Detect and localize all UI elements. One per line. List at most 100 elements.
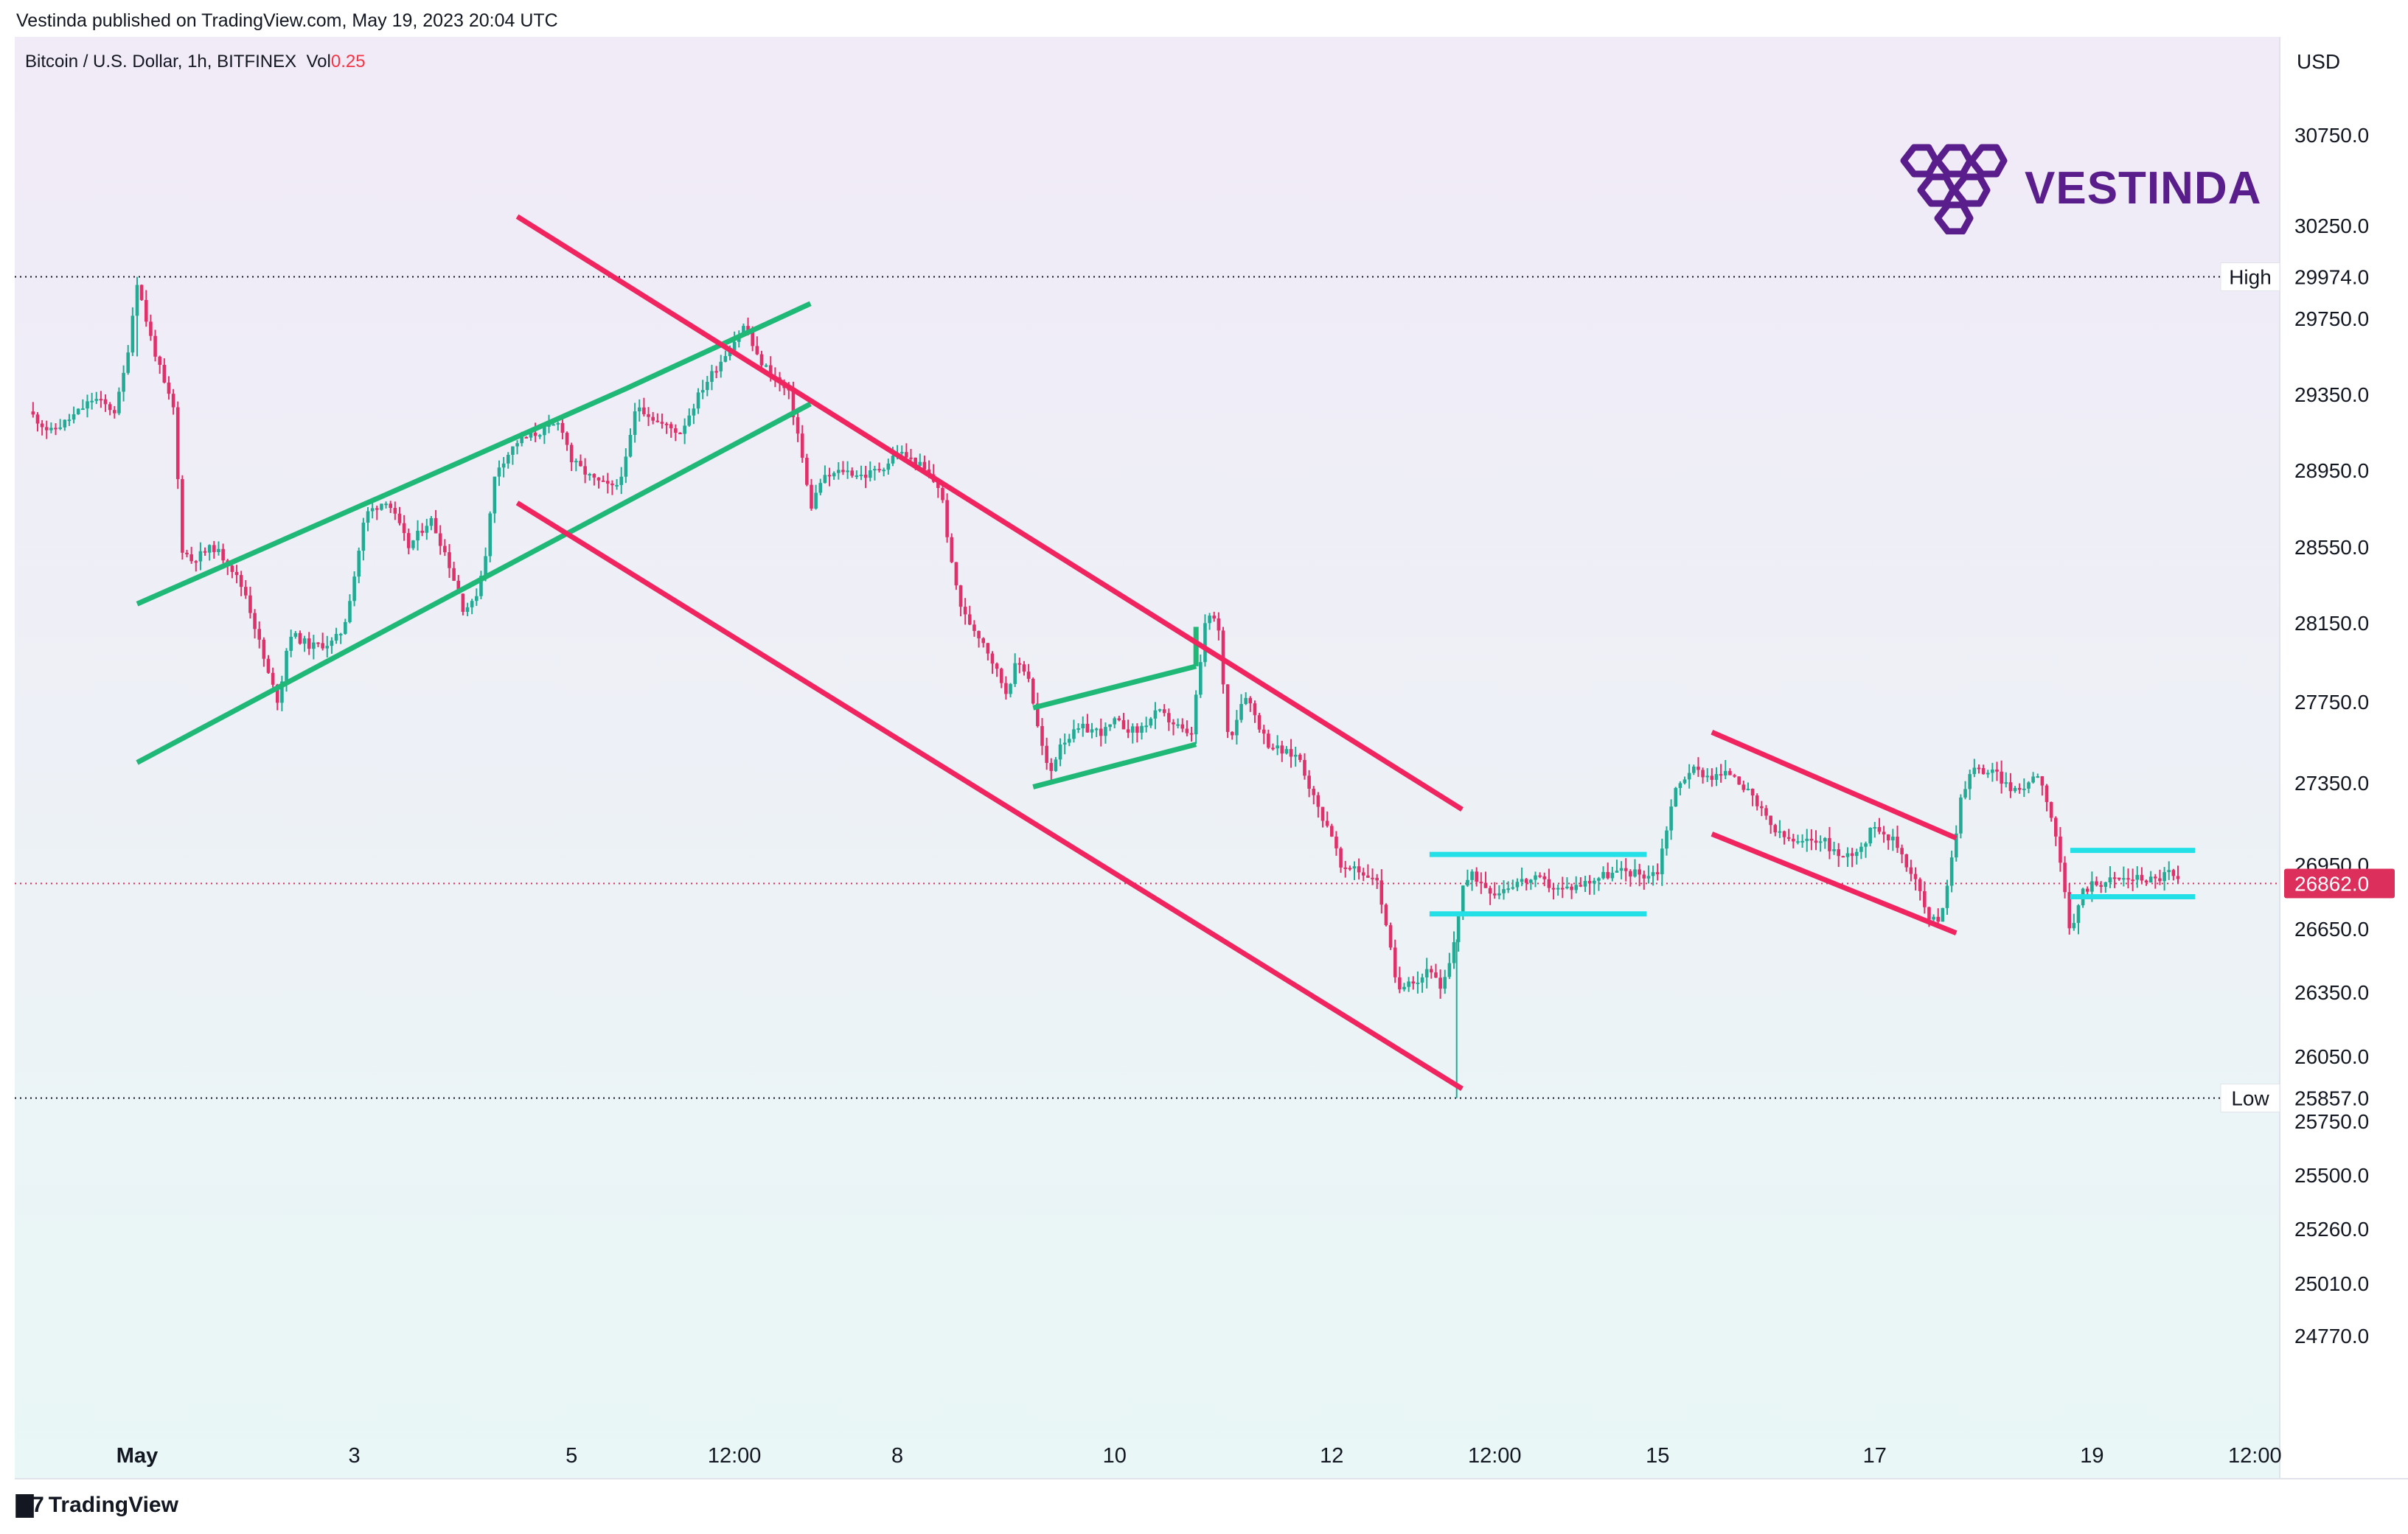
bull-candle <box>1805 838 1809 841</box>
bear-candle <box>1298 754 1302 760</box>
bear-candle <box>968 614 972 625</box>
bull-candle <box>823 475 827 484</box>
bear-candle <box>950 537 954 562</box>
bear-candle <box>751 332 754 346</box>
tradingview-logo-icon: ▇7 <box>16 1493 44 1517</box>
bear-candle <box>189 554 193 562</box>
bear-candle <box>1172 722 1175 725</box>
bull-candle <box>2004 782 2008 784</box>
bull-candle <box>1130 726 1135 733</box>
bear-candle <box>714 371 718 373</box>
bear-candle <box>1361 872 1365 876</box>
bull-candle <box>1090 729 1094 733</box>
y-tick-label: 26350.0 <box>2294 981 2369 1004</box>
bull-candle <box>637 407 641 412</box>
bull-candle <box>1420 977 1424 983</box>
bear-candle <box>275 684 279 703</box>
bull-candle <box>207 545 212 553</box>
bull-candle <box>814 492 818 509</box>
bear-candle <box>1126 729 1130 733</box>
symbol-legend[interactable]: Bitcoin / U.S. Dollar, 1h, BITFINEX Vol0… <box>25 52 366 72</box>
bear-candle <box>2059 836 2062 863</box>
bear-candle <box>1638 869 1641 875</box>
y-tick-label: 30250.0 <box>2294 215 2369 237</box>
bull-candle <box>330 641 334 646</box>
bear-candle <box>1325 820 1329 826</box>
bear-candle <box>1212 616 1217 618</box>
bull-candle <box>2031 776 2035 783</box>
bull-candle <box>1461 885 1465 914</box>
bear-candle <box>1841 856 1845 858</box>
bear-candle <box>1335 836 1338 848</box>
y-tick-label: 26650.0 <box>2294 918 2369 941</box>
bear-candle <box>397 513 402 523</box>
bull-candle <box>384 503 388 506</box>
bull-candle <box>2072 923 2076 929</box>
bull-candle <box>479 576 483 596</box>
bull-candle <box>1140 725 1144 733</box>
bear-candle <box>1782 831 1786 837</box>
x-tick-label: 19 <box>2080 1444 2103 1468</box>
bull-candle <box>126 352 131 373</box>
bear-candle <box>909 457 913 459</box>
bull-candle <box>1583 881 1587 887</box>
bull-candle <box>1959 797 1963 834</box>
bear-candle <box>175 407 180 479</box>
bull-candle <box>416 531 420 541</box>
y-tick-label: 24770.0 <box>2294 1325 2369 1348</box>
bull-candle <box>742 326 745 335</box>
high-tag-label: High <box>2229 266 2272 289</box>
bear-candle <box>2054 817 2058 837</box>
bull-candle <box>1678 783 1683 788</box>
bear-candle <box>1995 769 1999 772</box>
bull-candle <box>1466 879 1469 886</box>
bull-candle <box>1113 718 1116 725</box>
y-tick-label: 28550.0 <box>2294 536 2369 559</box>
bull-candle <box>1054 759 1058 771</box>
bear-candle <box>113 410 116 414</box>
bull-candle <box>1818 841 1823 843</box>
bear-candle <box>103 399 108 405</box>
bear-candle <box>99 399 103 401</box>
bear-candle <box>2176 876 2180 879</box>
tradingview-footer[interactable]: ▇7 TradingView <box>16 1492 178 1518</box>
bear-candle <box>438 533 442 546</box>
bear-candle <box>389 503 392 509</box>
bear-candle <box>44 427 49 430</box>
bear-candle <box>1185 728 1189 733</box>
bull-candle <box>1778 831 1782 833</box>
bull-candle <box>63 419 67 428</box>
bull-candle <box>1651 872 1655 876</box>
publish-info: Vestinda published on TradingView.com, M… <box>16 10 558 31</box>
bull-candle <box>1443 977 1447 989</box>
bear-candle <box>1388 925 1393 948</box>
ascending-channel-lower <box>136 401 812 765</box>
bull-candle <box>72 414 76 420</box>
bull-candle <box>764 365 768 367</box>
hexagon-cluster-icon <box>1895 139 2013 238</box>
bear-candle <box>1248 697 1253 704</box>
bear-candle <box>1904 854 1909 868</box>
bull-candle <box>1470 871 1474 880</box>
bear-candle <box>1267 733 1270 748</box>
bull-candle <box>1239 703 1243 720</box>
bull-candle <box>1194 694 1198 735</box>
bear-candle <box>1814 840 1818 843</box>
bear-candle <box>601 480 605 482</box>
bear-candle <box>1217 618 1221 631</box>
bear-candle <box>2126 878 2130 880</box>
bear-candle <box>977 630 981 638</box>
bull-candle <box>1832 849 1836 851</box>
bull-candle <box>687 415 692 426</box>
bull-candle <box>1949 857 1954 886</box>
bull-candle <box>1208 616 1211 624</box>
bear-candle <box>922 461 927 470</box>
bear-candle <box>1280 745 1284 754</box>
high-value-tag <box>2284 262 2395 291</box>
bull-candle <box>425 526 429 533</box>
bear-candle <box>2112 877 2117 879</box>
bull-candle <box>1565 886 1569 888</box>
bull-candle <box>1447 963 1452 977</box>
bear-candle <box>1551 888 1556 890</box>
